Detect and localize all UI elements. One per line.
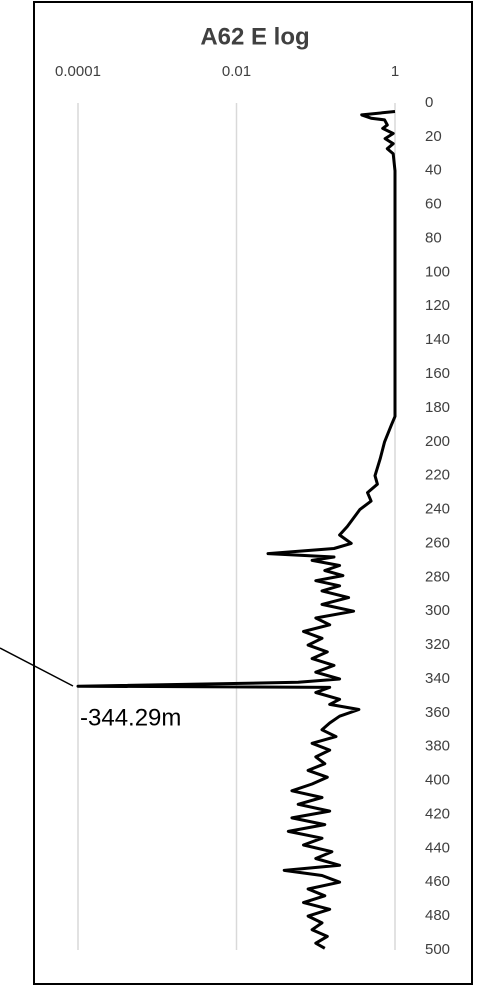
y-tick-label: 260 xyxy=(425,534,450,551)
y-tick-label: 460 xyxy=(425,873,450,890)
annotation-leader xyxy=(0,647,74,687)
y-tick-label: 160 xyxy=(425,365,450,382)
data-line xyxy=(76,110,397,950)
y-tick-label: 0 xyxy=(425,94,433,111)
x-tick-label: 1 xyxy=(391,63,399,80)
y-tick-label: 400 xyxy=(425,772,450,789)
y-tick-label: 200 xyxy=(425,433,450,450)
x-tick-label: 0.01 xyxy=(222,63,251,80)
y-tick-label: 100 xyxy=(425,263,450,280)
y-tick-label: 120 xyxy=(425,297,450,314)
y-tick-label: 180 xyxy=(425,399,450,416)
y-tick-label: 480 xyxy=(425,907,450,924)
y-tick-label: 220 xyxy=(425,467,450,484)
chart-title: A62 E log xyxy=(200,23,309,50)
chart-border xyxy=(33,1,473,985)
y-tick-label: 240 xyxy=(425,501,450,518)
y-tick-label: 500 xyxy=(425,941,450,958)
y-tick-label: 140 xyxy=(425,331,450,348)
y-tick-label: 360 xyxy=(425,704,450,721)
y-tick-label: 80 xyxy=(425,229,442,246)
y-tick-label: 440 xyxy=(425,839,450,856)
y-tick-label: 40 xyxy=(425,162,442,179)
y-tick-label: 280 xyxy=(425,568,450,585)
y-tick-label: 340 xyxy=(425,670,450,687)
y-tick-label: 20 xyxy=(425,128,442,145)
y-tick-label: 300 xyxy=(425,602,450,619)
y-tick-label: 320 xyxy=(425,636,450,653)
y-tick-label: 380 xyxy=(425,738,450,755)
y-tick-label: 420 xyxy=(425,805,450,822)
x-tick-label: 0.0001 xyxy=(55,63,101,80)
annotation: -344.29m xyxy=(80,704,181,731)
y-tick-label: 60 xyxy=(425,196,442,213)
